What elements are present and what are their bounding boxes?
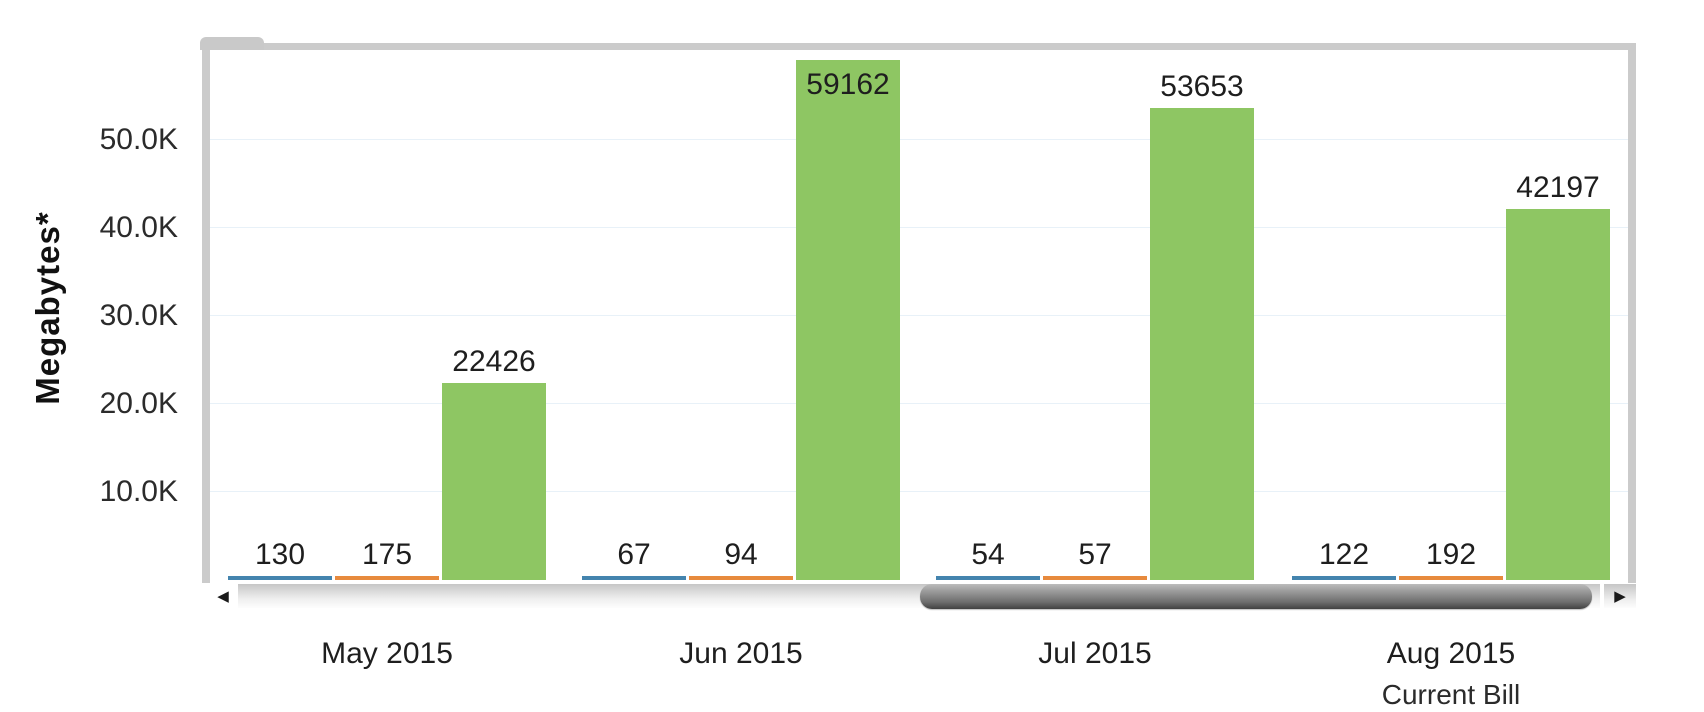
y-tick-label-20.0K: 20.0K (99, 387, 178, 421)
bar-series-3-green-aug-2015 (1506, 208, 1610, 580)
x-axis-label-aug-2015: Aug 2015 (1386, 637, 1516, 670)
bar-value-label: 94 (724, 538, 758, 571)
bar-series-2-orange-may-2015 (335, 576, 439, 580)
plot-border-right (1628, 43, 1636, 583)
gridline-20.0K (210, 403, 1628, 405)
bar-value-label: 130 (254, 538, 306, 571)
bar-value-label: 22426 (452, 344, 536, 378)
x-axis-label-jun-2015: Jun 2015 (679, 637, 803, 670)
y-tick-label-50.0K: 50.0K (99, 123, 178, 157)
bar-series-3-green-may-2015 (442, 382, 546, 580)
bar-value-label: 67 (617, 538, 651, 571)
y-tick-label-40.0K: 40.0K (99, 211, 178, 245)
bar-value-label: 53653 (1160, 70, 1244, 104)
gridline-30.0K (210, 315, 1628, 317)
gridline-50.0K (210, 139, 1628, 141)
bar-value-label: 54 (971, 538, 1005, 571)
bar-series-2-orange-aug-2015 (1399, 576, 1503, 580)
plot-border-left (202, 43, 210, 583)
scrollbar-track[interactable] (238, 584, 1600, 609)
x-axis-label-may-2015: May 2015 (321, 637, 453, 670)
bar-value-label: 42197 (1516, 170, 1600, 204)
plot-border-top (202, 43, 1636, 50)
bar-value-label: 122 (1318, 538, 1370, 571)
gridline-40.0K (210, 227, 1628, 229)
x-axis-label-jul-2015: Jul 2015 (1038, 637, 1152, 670)
bar-series-1-blue-may-2015 (228, 576, 332, 580)
bar-series-3-green-jul-2015 (1150, 108, 1254, 580)
gridline-10.0K (210, 491, 1628, 493)
y-tick-label-30.0K: 30.0K (99, 299, 178, 333)
x-axis-sublabel-current-bill: Current Bill (1381, 679, 1521, 710)
bar-value-label: 192 (1425, 538, 1477, 571)
bar-value-label: 57 (1078, 538, 1112, 571)
bar-value-label: 59162 (806, 67, 890, 101)
y-tick-label-10.0K: 10.0K (99, 475, 178, 509)
bar-series-1-blue-aug-2015 (1292, 576, 1396, 580)
bar-series-2-orange-jul-2015 (1043, 576, 1147, 580)
bar-value-label: 175 (361, 538, 413, 571)
scroll-right-arrow-icon: ▶ (1614, 588, 1626, 605)
bar-series-2-orange-jun-2015 (689, 576, 793, 580)
scroll-left-arrow-icon: ◀ (217, 588, 229, 605)
bar-series-1-blue-jun-2015 (582, 576, 686, 580)
scrollbar-thumb[interactable] (920, 584, 1592, 609)
top-scrollbar-thumb[interactable] (200, 37, 264, 50)
scroll-left-button[interactable]: ◀ (210, 584, 236, 608)
bar-series-1-blue-jul-2015 (936, 576, 1040, 580)
scroll-right-button[interactable]: ▶ (1604, 584, 1636, 608)
plot-area: 130 175 22426 67 94 59162 54 57 53653 122 192 42197 (210, 50, 1628, 580)
bar-series-3-green-jun-2015 (796, 59, 900, 580)
